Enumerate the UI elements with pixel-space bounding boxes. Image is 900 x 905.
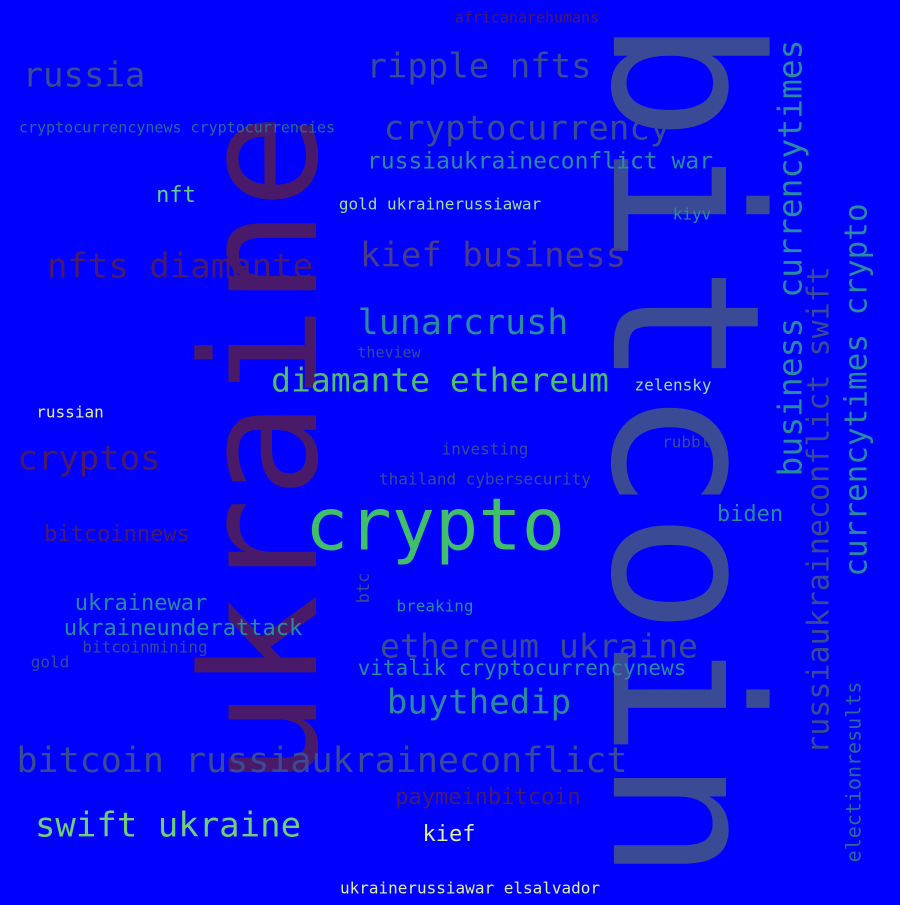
word-thailand-cybersecurity: thailand cybersecurity — [379, 470, 591, 489]
word-electionresults: electionresults — [842, 682, 866, 863]
word-buythedip: buythedip — [387, 683, 571, 723]
word-investing: investing — [442, 440, 529, 459]
word-ukrainerussiawar-elsalvador: ukrainerussiawar elsalvador — [340, 879, 600, 898]
word-theview: theview — [357, 344, 421, 362]
word-bitcoin-big: bitcoin — [565, 18, 803, 882]
word-nft: nft — [156, 183, 196, 208]
word-cryptocurrency: cryptocurrency — [384, 109, 671, 149]
word-bitcoinmining: bitcoinmining — [82, 638, 207, 657]
word-russia: russia — [23, 56, 146, 96]
word-crypto: crypto — [305, 483, 565, 567]
word-diamante-ethereum: diamante ethereum — [271, 361, 609, 400]
word-zelensky: zelensky — [634, 376, 711, 395]
word-russiaukraineconflict-war: russiaukraineconflict war — [367, 149, 713, 175]
word-biden: biden — [717, 502, 783, 527]
word-btc: btc — [354, 573, 374, 604]
word-ripple-nfts: ripple nfts — [366, 47, 591, 87]
word-ukraine-big: ukraine — [167, 113, 354, 787]
word-gold: gold — [31, 653, 70, 672]
word-kief: kief — [423, 822, 476, 847]
word-paymeinbitcoin: paymeinbitcoin — [395, 785, 580, 810]
word-bitcoinnews: bitcoinnews — [44, 522, 190, 547]
word-ethereum-ukraine: ethereum ukraine — [380, 627, 698, 666]
word-bitcoin-russiaukraineconflict: bitcoin russiaukraineconflict — [16, 741, 627, 781]
word-swift-ukraine: swift ukraine — [35, 806, 301, 846]
word-rubble: rubble — [662, 433, 720, 452]
word-kiyv: kiyv — [673, 205, 712, 224]
word-currencytimes-crypto: currencytimes crypto — [839, 203, 875, 576]
word-africanarehumans: africanarehumans — [455, 9, 600, 27]
word-cryptocurrencynews-cryptocurrencies: cryptocurrencynews cryptocurrencies — [19, 119, 335, 137]
word-vitalik-cryptocurrencynews: vitalik cryptocurrencynews — [358, 656, 687, 680]
word-kief-business: kief business — [360, 236, 626, 276]
word-cryptos: cryptos — [17, 439, 160, 479]
word-russiaukraineconflict-swift: russiaukraineconflict swift — [802, 266, 837, 754]
word-ukraineunderattack: ukraineunderattack — [64, 616, 302, 641]
word-russian: russian — [36, 403, 103, 422]
word-ukrainewar: ukrainewar — [75, 591, 207, 616]
word-gold-ukrainerussiawar: gold ukrainerussiawar — [339, 195, 542, 214]
word-breaking: breaking — [396, 597, 473, 616]
word-lunarcrush: lunarcrush — [358, 303, 569, 343]
word-nfts-diamante: nfts diamante — [47, 247, 313, 287]
word-business-currencytimes: business currencytimes — [771, 39, 810, 476]
